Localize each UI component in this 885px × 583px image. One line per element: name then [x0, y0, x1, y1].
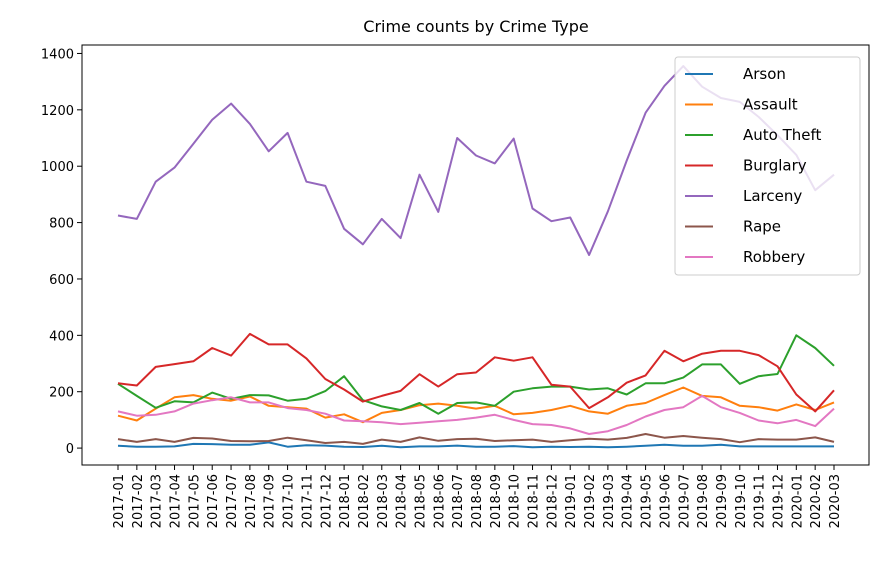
x-tick-label: 2019-07 — [677, 474, 692, 528]
chart-title: Crime counts by Crime Type — [363, 17, 588, 36]
y-tick-label: 200 — [49, 386, 74, 401]
x-tick-label: 2018-09 — [489, 474, 504, 528]
x-tick-label: 2018-05 — [413, 474, 428, 528]
legend-box — [674, 56, 861, 276]
series-line-robbery — [117, 394, 835, 435]
x-tick-label: 2019-10 — [734, 474, 749, 528]
x-tick-label: 2018-06 — [432, 474, 447, 528]
x-tick-label: 2019-02 — [583, 474, 598, 528]
legend: Arson Assault Auto Theft Burglary Larceny Rap… — [674, 56, 861, 276]
x-tick-label: 2018-04 — [395, 474, 410, 528]
y-tick-label: 600 — [49, 273, 74, 288]
x-tick-label: 2017-07 — [225, 474, 240, 528]
x-tick-label: 2018-10 — [508, 474, 523, 528]
y-tick-label: 800 — [49, 217, 74, 232]
x-tick-label: 2019-01 — [564, 474, 579, 528]
x-tick-label: 2017-01 — [112, 474, 127, 528]
y-tick-label: 0 — [66, 442, 74, 457]
series-line-burglary — [117, 332, 835, 413]
x-tick-label: 2019-05 — [640, 474, 655, 528]
legend-label: Auto Theft — [743, 126, 822, 144]
x-tick-label: 2018-03 — [376, 474, 391, 528]
x-tick-label: 2019-09 — [715, 474, 730, 528]
x-tick-label: 2017-05 — [187, 474, 202, 528]
x-tick-label: 2017-03 — [150, 474, 165, 528]
y-axis: 0 200 400 600 800 1000 1200 1400 — [41, 47, 82, 457]
x-tick-label: 2019-03 — [602, 474, 617, 528]
x-tick-label: 2018-02 — [357, 474, 372, 528]
y-tick-label: 1000 — [41, 160, 74, 175]
x-tick-label: 2019-11 — [753, 474, 768, 528]
x-tick-label: 2017-02 — [131, 474, 146, 528]
x-tick-label: 2018-08 — [470, 474, 485, 528]
series-line-auto-theft — [117, 334, 835, 415]
x-tick-label: 2019-04 — [621, 474, 636, 528]
y-tick-label: 400 — [49, 329, 74, 344]
x-tick-label: 2020-03 — [828, 474, 843, 528]
x-tick-label: 2019-06 — [658, 474, 673, 528]
legend-label: Burglary — [743, 157, 807, 175]
x-tick-label: 2017-06 — [206, 474, 221, 528]
legend-label: Larceny — [743, 187, 802, 205]
series-line-arson — [117, 441, 834, 449]
series-lines — [117, 65, 835, 449]
y-tick-label: 1400 — [41, 47, 74, 62]
x-tick-label: 2017-08 — [244, 474, 259, 528]
x-tick-label: 2020-01 — [790, 474, 805, 528]
x-tick-label: 2018-07 — [451, 474, 466, 528]
x-tick-label: 2017-10 — [282, 474, 297, 528]
legend-label: Arson — [743, 65, 786, 83]
legend-label: Robbery — [743, 248, 805, 266]
x-tick-label: 2018-01 — [338, 474, 353, 528]
x-axis: 2017-01 2017-02 2017-03 2017-04 2017-05 2017-… — [112, 465, 843, 528]
x-tick-label: 2019-12 — [771, 474, 786, 528]
x-tick-label: 2020-02 — [809, 474, 824, 528]
x-tick-label: 2017-09 — [263, 474, 278, 528]
x-tick-label: 2018-11 — [527, 474, 542, 528]
y-tick-label: 1200 — [41, 104, 74, 119]
legend-label: Rape — [743, 218, 781, 236]
x-tick-label: 2017-04 — [169, 474, 184, 528]
x-tick-label: 2018-12 — [545, 474, 560, 528]
series-line-rape — [117, 433, 835, 445]
x-tick-label: 2017-11 — [300, 474, 315, 528]
legend-label: Assault — [743, 96, 798, 114]
x-tick-label: 2019-08 — [696, 474, 711, 528]
x-tick-label: 2017-12 — [319, 474, 334, 528]
